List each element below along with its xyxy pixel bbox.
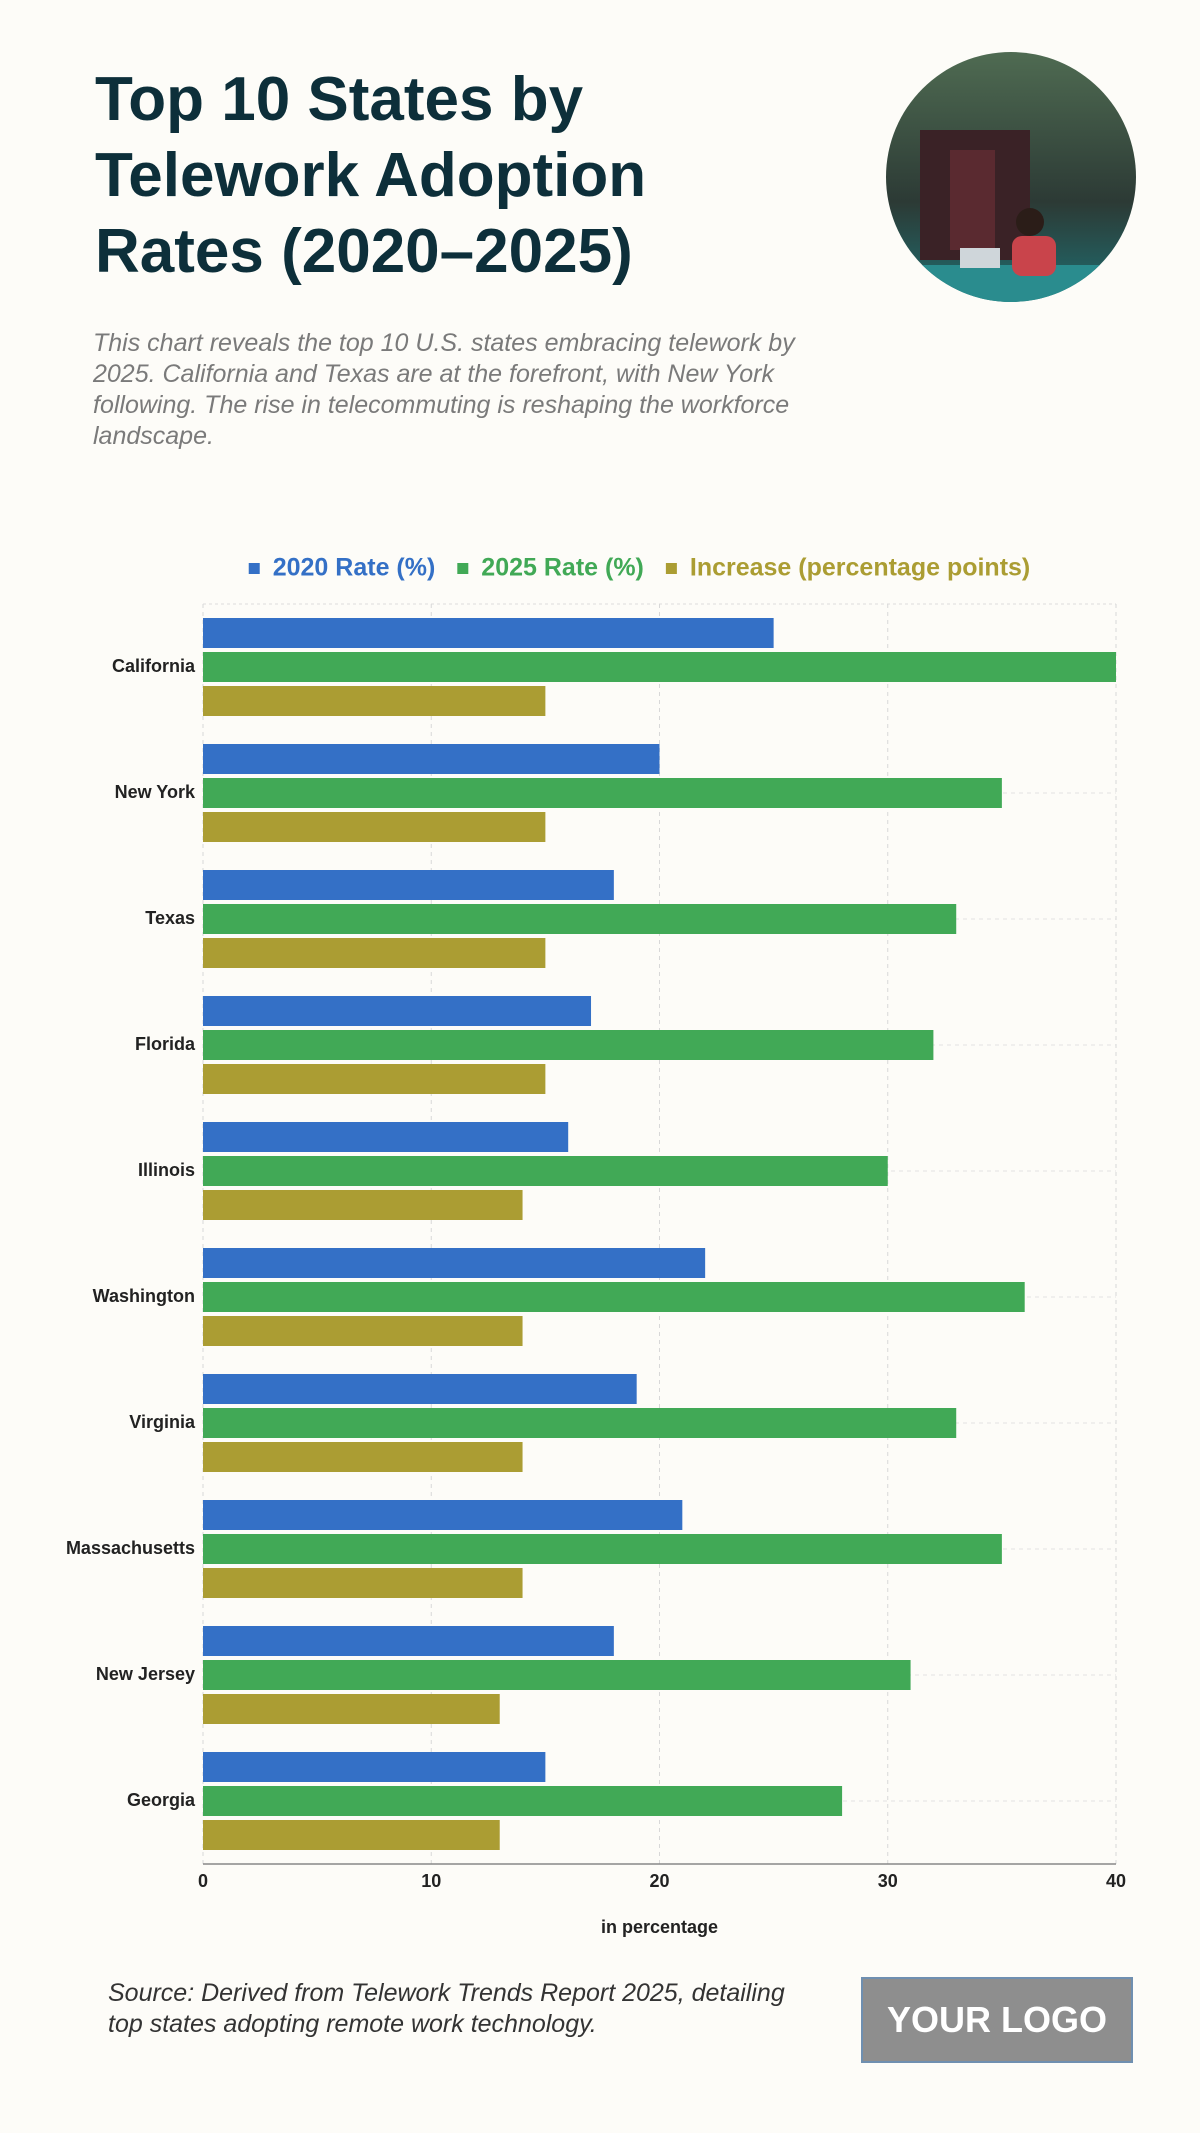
bar [203, 1694, 500, 1724]
bar [203, 1568, 523, 1598]
bar [203, 778, 1002, 808]
bar [203, 1156, 888, 1186]
y-tick-label: Washington [93, 1286, 195, 1306]
bar [203, 1122, 569, 1152]
bar [203, 1316, 523, 1346]
y-tick-label: Texas [145, 908, 195, 928]
bar [203, 1820, 500, 1850]
bar [203, 1786, 843, 1816]
x-axis-label: in percentage [601, 1917, 718, 1937]
bar [203, 686, 546, 716]
x-tick-label: 10 [421, 1871, 441, 1891]
bar [203, 1190, 523, 1220]
bar [203, 618, 774, 648]
bar [203, 1534, 1002, 1564]
bar [203, 1282, 1025, 1312]
bar [203, 1660, 911, 1690]
x-tick-label: 30 [878, 1871, 898, 1891]
bar [203, 870, 614, 900]
legend-swatch [665, 563, 677, 574]
subtitle: This chart reveals the top 10 U.S. state… [93, 329, 795, 450]
y-tick-label: Georgia [127, 1790, 196, 1810]
bar [203, 1064, 546, 1094]
bar [203, 1374, 637, 1404]
legend-label: 2025 Rate (%) [481, 554, 644, 582]
bar [203, 652, 1116, 682]
bar [203, 1030, 934, 1060]
y-tick-label: Florida [135, 1034, 196, 1054]
x-tick-label: 20 [649, 1871, 669, 1891]
y-tick-label: Massachusetts [66, 1538, 195, 1558]
bar [203, 1408, 957, 1438]
y-tick-label: California [112, 656, 196, 676]
bar [203, 1248, 706, 1278]
bar [203, 1752, 546, 1782]
bar [203, 1626, 614, 1656]
x-tick-label: 40 [1106, 1871, 1126, 1891]
bar [203, 996, 592, 1026]
y-tick-label: Illinois [138, 1160, 195, 1180]
y-tick-label: New York [115, 782, 196, 802]
y-tick-label: New Jersey [96, 1664, 195, 1684]
bar [203, 1500, 683, 1530]
title: Top 10 States by Telework Adoption Rates… [95, 65, 647, 286]
x-tick-label: 0 [198, 1871, 208, 1891]
photo [886, 52, 1136, 302]
legend-swatch [457, 563, 469, 574]
bar [203, 904, 957, 934]
bar [203, 812, 546, 842]
bar [203, 1442, 523, 1472]
legend-label: Increase (percentage points) [690, 554, 1030, 582]
legend-label: 2020 Rate (%) [273, 554, 436, 582]
legend-swatch [248, 563, 260, 574]
bar [203, 938, 546, 968]
source: Source: Derived from Telework Trends Rep… [108, 1979, 785, 2038]
bar [203, 744, 660, 774]
y-tick-label: Virginia [129, 1412, 196, 1432]
logo: YOUR LOGO [861, 1977, 1133, 2063]
